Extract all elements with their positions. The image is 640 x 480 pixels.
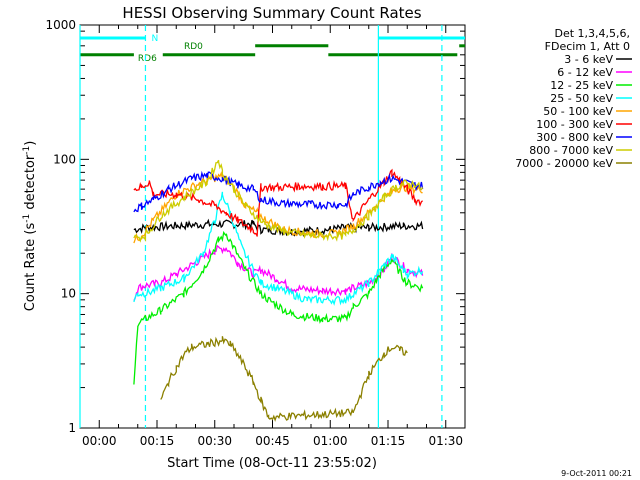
vertical-markers (79, 25, 443, 428)
x-tick-label: 00:15 (140, 434, 175, 448)
y-axis-label: Count Rate (s-1 detector-1) (22, 141, 38, 312)
legend-entry-label: 25 - 50 keV (550, 92, 613, 105)
tick-labels: 00:00 00:15 00:30 00:45 01:00 01:15 01:30 1 10 10… (45, 18, 463, 448)
x-tick-label: 00:30 (197, 434, 232, 448)
y-label-part: detector (23, 154, 38, 214)
y-tick-label: 100 (53, 152, 76, 166)
x-tick-label: 01:15 (371, 434, 406, 448)
y-label-sup: -1 (22, 214, 32, 223)
y-tick-label: 10 (61, 287, 76, 301)
legend-entry-label: 6 - 12 keV (557, 66, 613, 79)
y-tick-label: 1000 (45, 18, 76, 32)
legend-entry-label: 800 - 7000 keV (529, 144, 613, 157)
series-line (133, 159, 424, 243)
y-label-sup: -1 (22, 146, 32, 155)
series-line (133, 168, 424, 237)
x-tick-label: 01:30 (428, 434, 463, 448)
status-bars: N RD0 RD6 (80, 34, 465, 64)
legend-entry-label: 50 - 100 keV (543, 105, 613, 118)
series-line (160, 336, 408, 422)
legend-entry-label: 300 - 800 keV (536, 131, 613, 144)
series-line (133, 244, 424, 301)
series-lines (133, 159, 424, 422)
legend-header: FDecim 1, Att 0 (545, 40, 630, 53)
legend-entry-label: 7000 - 20000 keV (515, 157, 613, 170)
series-line (133, 191, 424, 306)
legend-entry-label: 3 - 6 keV (564, 53, 613, 66)
legend: Det 1,3,4,5,6, FDecim 1, Att 0 3 - 6 keV… (515, 27, 632, 170)
footer-timestamp: 9-Oct-2011 00:21 (561, 469, 632, 478)
series-line (133, 170, 424, 213)
x-tick-label: 00:00 (82, 434, 117, 448)
chart-title: HESSI Observing Summary Count Rates (122, 4, 421, 22)
legend-entry-label: 100 - 300 keV (536, 118, 613, 131)
axis-ticks (80, 25, 465, 429)
legend-entry-label: 12 - 25 keV (550, 79, 613, 92)
legend-header: Det 1,3,4,5,6, (554, 27, 630, 40)
y-label-part: Count Rate (s (23, 223, 38, 312)
x-tick-label: 01:00 (313, 434, 348, 448)
series-line (133, 230, 424, 385)
status-bar-label: RD0 (184, 42, 203, 52)
x-axis-label: Start Time (08-Oct-11 23:55:02) (167, 456, 377, 471)
y-tick-label: 1 (68, 421, 76, 435)
x-tick-label: 00:45 (255, 434, 290, 448)
y-label-part: ) (23, 141, 38, 146)
status-bar-label: RD6 (138, 54, 157, 64)
status-bar-label: N (151, 34, 158, 44)
